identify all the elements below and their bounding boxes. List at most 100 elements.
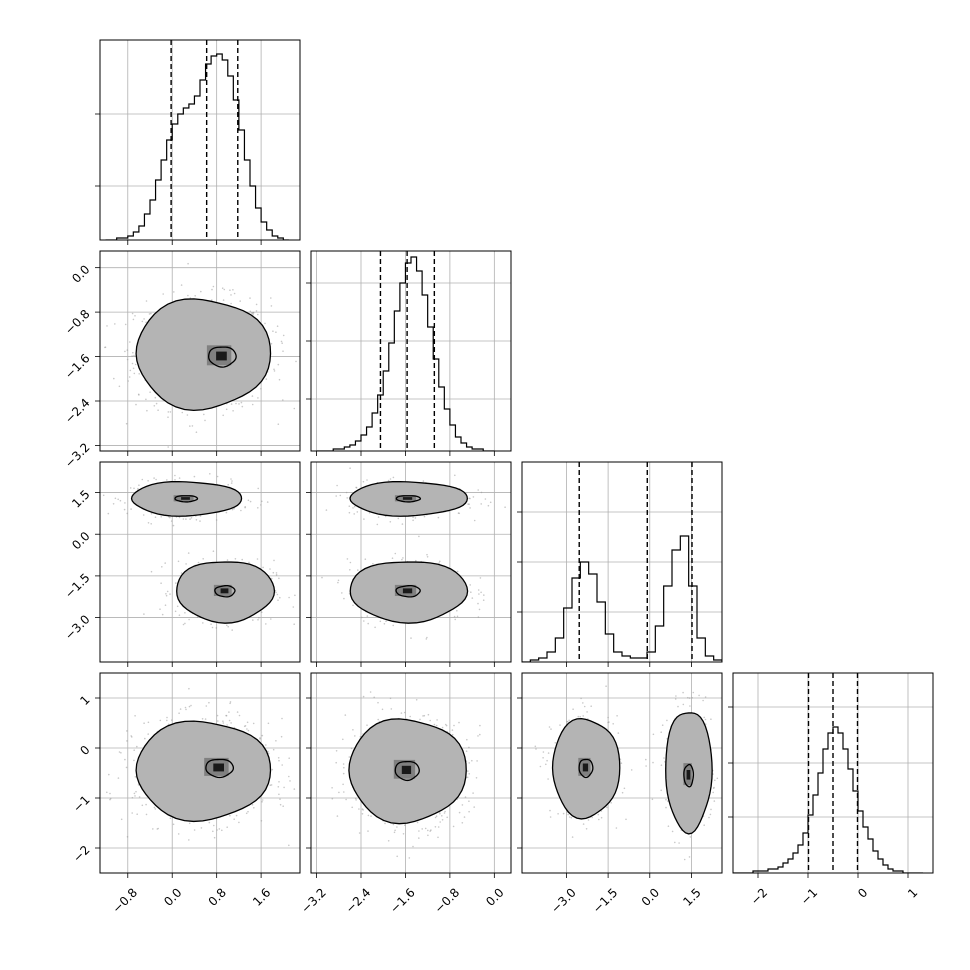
sample-point (187, 262, 189, 265)
sample-point (469, 584, 472, 586)
sample-point (391, 557, 394, 559)
sample-point (134, 795, 136, 797)
sample-point (355, 799, 357, 801)
sample-point (278, 793, 280, 796)
density-peak (213, 763, 224, 772)
sample-point (213, 836, 216, 839)
sample-point (288, 775, 290, 778)
sample-point (276, 325, 279, 328)
sample-point (189, 518, 191, 520)
sample-point (160, 516, 162, 518)
sample-point (342, 738, 344, 741)
sample-point (283, 786, 285, 789)
sample-point (350, 747, 353, 750)
sample-point (293, 623, 296, 625)
sample-point (422, 480, 425, 482)
sample-point (248, 561, 250, 564)
sample-point (231, 480, 233, 482)
sample-point (321, 576, 323, 579)
sample-point (345, 491, 348, 494)
sample-point (249, 500, 252, 503)
sample-point (147, 480, 149, 482)
sample-point (137, 393, 140, 396)
sample-point (124, 758, 126, 761)
sample-point (277, 599, 279, 601)
sample-point (221, 829, 223, 832)
sample-point (129, 369, 132, 372)
histogram-1 (316, 256, 495, 451)
sample-point (252, 722, 255, 725)
sample-point (145, 813, 148, 816)
sample-point (174, 479, 176, 481)
sample-point (349, 569, 351, 571)
sample-point (109, 792, 111, 795)
sample-point (282, 805, 285, 807)
sample-point (117, 498, 119, 501)
sample-point (390, 708, 393, 710)
sample-point (252, 314, 254, 316)
sample-point (337, 581, 339, 584)
sample-point (470, 591, 472, 593)
sample-point (169, 516, 171, 519)
sample-point (484, 498, 487, 500)
sample-point (134, 363, 137, 366)
sample-point (199, 520, 201, 522)
sample-point (568, 719, 570, 722)
sample-point (423, 714, 426, 717)
sample-point (162, 293, 164, 295)
sample-point (170, 520, 173, 522)
density-peak (181, 497, 190, 500)
sample-point (402, 833, 405, 835)
density-peak (401, 765, 412, 774)
sample-point (466, 776, 469, 779)
sample-point (133, 792, 136, 795)
sample-point (118, 751, 121, 753)
sample-point (476, 760, 478, 762)
sample-point (451, 729, 454, 731)
sample-point (204, 718, 207, 720)
sample-point (270, 297, 272, 299)
y-tick-label: −1.5 (62, 571, 93, 602)
sample-point (464, 796, 467, 798)
sample-point (441, 819, 444, 821)
sample-point (239, 300, 241, 302)
sample-point (479, 577, 482, 579)
sample-point (446, 816, 449, 819)
sample-point (616, 715, 618, 717)
density-contour (214, 584, 236, 598)
sample-point (196, 616, 199, 618)
sample-point (480, 503, 483, 505)
sample-point (360, 616, 363, 619)
y-tick-label: 1 (77, 693, 92, 708)
sample-point (153, 806, 156, 809)
sample-point (276, 593, 279, 596)
sample-point (174, 474, 176, 477)
panel-frame (310, 461, 512, 663)
sample-point (273, 368, 275, 371)
sample-point (238, 403, 240, 405)
sample-point (418, 837, 420, 839)
density-peak (402, 588, 413, 594)
sample-point (179, 708, 182, 710)
sample-point (131, 312, 134, 315)
sample-point (288, 757, 291, 759)
sample-point (566, 720, 568, 723)
sample-point (542, 751, 545, 753)
sample-point (241, 405, 244, 408)
sample-point (155, 478, 157, 481)
sample-point (154, 396, 157, 399)
sample-point (258, 616, 260, 619)
sample-point (374, 626, 376, 629)
sample-point (157, 409, 159, 412)
sample-point (148, 313, 151, 315)
sample-point (132, 318, 135, 321)
sample-point (427, 829, 429, 832)
sample-point (190, 517, 193, 519)
panel-frame (99, 39, 301, 241)
sample-point (396, 826, 398, 828)
sample-point (204, 419, 206, 422)
x-tick-label: −1.6 (387, 885, 418, 916)
sample-point (416, 821, 419, 824)
sample-point (463, 816, 466, 818)
sample-point (335, 761, 338, 764)
